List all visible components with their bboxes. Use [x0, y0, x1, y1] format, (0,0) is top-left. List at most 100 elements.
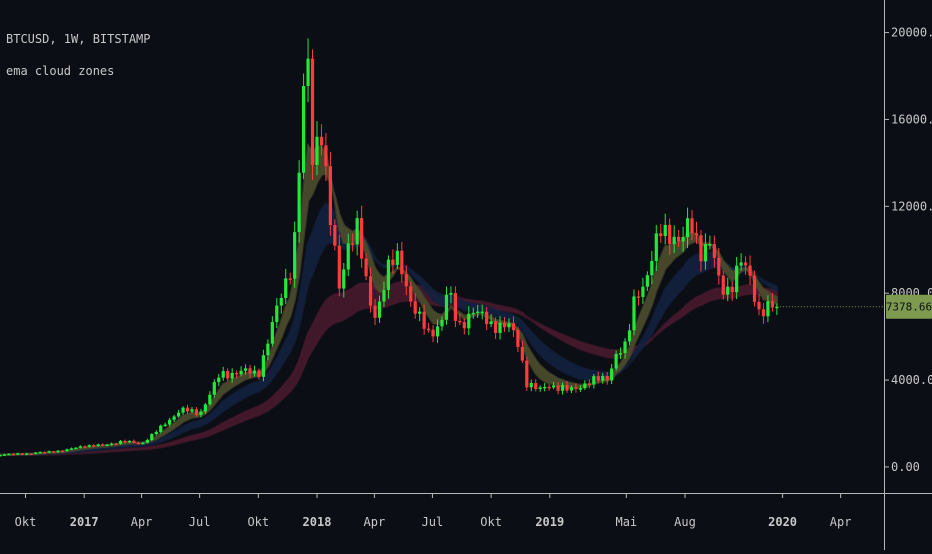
candle-body — [516, 330, 520, 347]
candle-body — [498, 322, 502, 333]
x-tick-label: 2019 — [535, 515, 564, 529]
candle-body — [101, 444, 105, 446]
y-tick-label: 4000.00 — [891, 373, 932, 387]
candle-body — [520, 346, 524, 361]
candle-body — [699, 235, 703, 262]
candle-body — [395, 250, 399, 265]
candle-body — [726, 286, 730, 295]
candle-body — [409, 286, 413, 302]
x-tick-label: Okt — [15, 515, 37, 529]
candle-body — [239, 370, 243, 375]
candle-body — [288, 278, 292, 280]
candle-body — [87, 445, 91, 447]
candle-body — [685, 218, 690, 238]
candle-body — [645, 275, 649, 287]
candle-body — [569, 387, 574, 391]
symbol-title: BTCUSD, 1W, BITSTAMP — [6, 32, 151, 46]
candle-body — [583, 383, 587, 389]
candle-body — [51, 451, 56, 453]
candle-body — [565, 385, 569, 391]
candle-body — [422, 311, 426, 329]
candle-body — [154, 431, 158, 435]
candle-body — [194, 409, 199, 415]
candle-body — [672, 236, 676, 244]
candle-body — [364, 258, 368, 277]
candle-body — [319, 136, 324, 146]
candle-body — [83, 446, 87, 448]
candle-body — [159, 425, 163, 432]
candle-body — [775, 306, 779, 309]
candle-body — [279, 298, 283, 306]
candle-body — [511, 323, 516, 331]
candle-body — [248, 368, 252, 374]
candle-body — [355, 218, 359, 245]
candle-body — [56, 450, 60, 453]
candle-body — [301, 86, 306, 173]
candle-body — [185, 407, 190, 412]
candle-body — [480, 311, 484, 314]
candle-body — [346, 243, 350, 270]
candle-body — [663, 224, 667, 237]
candle-body — [25, 453, 29, 456]
candle-body — [440, 319, 444, 327]
indicator-title: ema cloud zones — [6, 64, 115, 78]
candle-body — [110, 443, 114, 446]
candle-body — [636, 296, 641, 298]
candle-body — [315, 136, 319, 165]
candle-body — [574, 387, 578, 389]
candle-body — [16, 453, 20, 455]
candle-body — [333, 225, 337, 246]
candle-body — [525, 360, 529, 388]
candle-body — [467, 313, 471, 329]
candle-body — [431, 329, 435, 337]
candle-body — [552, 385, 556, 388]
candle-body — [650, 261, 654, 276]
candle-body — [560, 385, 565, 391]
candle-body — [543, 386, 547, 389]
candle-body — [627, 330, 632, 342]
x-tick-label: Aug — [674, 515, 696, 529]
x-tick-label: Apr — [830, 515, 852, 529]
candle-body — [257, 370, 261, 377]
candle-body — [230, 372, 234, 379]
candle-body — [47, 451, 51, 453]
candle-body — [761, 309, 766, 317]
y-tick-label: 0.00 — [891, 460, 920, 474]
candle-body — [610, 368, 614, 381]
candle-body — [748, 265, 752, 276]
candle-body — [38, 452, 42, 454]
candle-body — [717, 257, 721, 276]
candle-body — [284, 278, 288, 299]
candle-body — [43, 452, 47, 454]
candle-body — [659, 233, 663, 237]
candle-body — [92, 445, 96, 447]
candle-body — [453, 293, 458, 321]
candle-body — [735, 265, 739, 293]
candle-body — [404, 274, 408, 287]
candle-body — [538, 387, 542, 390]
candle-body — [78, 446, 82, 448]
candle-body — [743, 262, 748, 266]
x-tick-label: Jul — [422, 515, 444, 529]
candle-body — [757, 301, 761, 310]
candle-body — [418, 311, 422, 314]
candle-body — [485, 311, 489, 325]
candle-body — [614, 353, 618, 369]
candle-body — [0, 454, 2, 457]
x-tick-label: 2018 — [303, 515, 332, 529]
candle-body — [190, 409, 194, 412]
candle-body — [127, 440, 132, 443]
candle-body — [587, 383, 591, 385]
candle-body — [324, 145, 328, 167]
candle-body — [770, 301, 774, 308]
candle-body — [413, 301, 417, 314]
candle-body — [449, 293, 453, 295]
candle-body — [703, 244, 708, 262]
candle-body — [400, 250, 404, 275]
candle-body — [275, 305, 279, 323]
price-badge — [886, 294, 932, 319]
candle-body — [69, 448, 74, 450]
